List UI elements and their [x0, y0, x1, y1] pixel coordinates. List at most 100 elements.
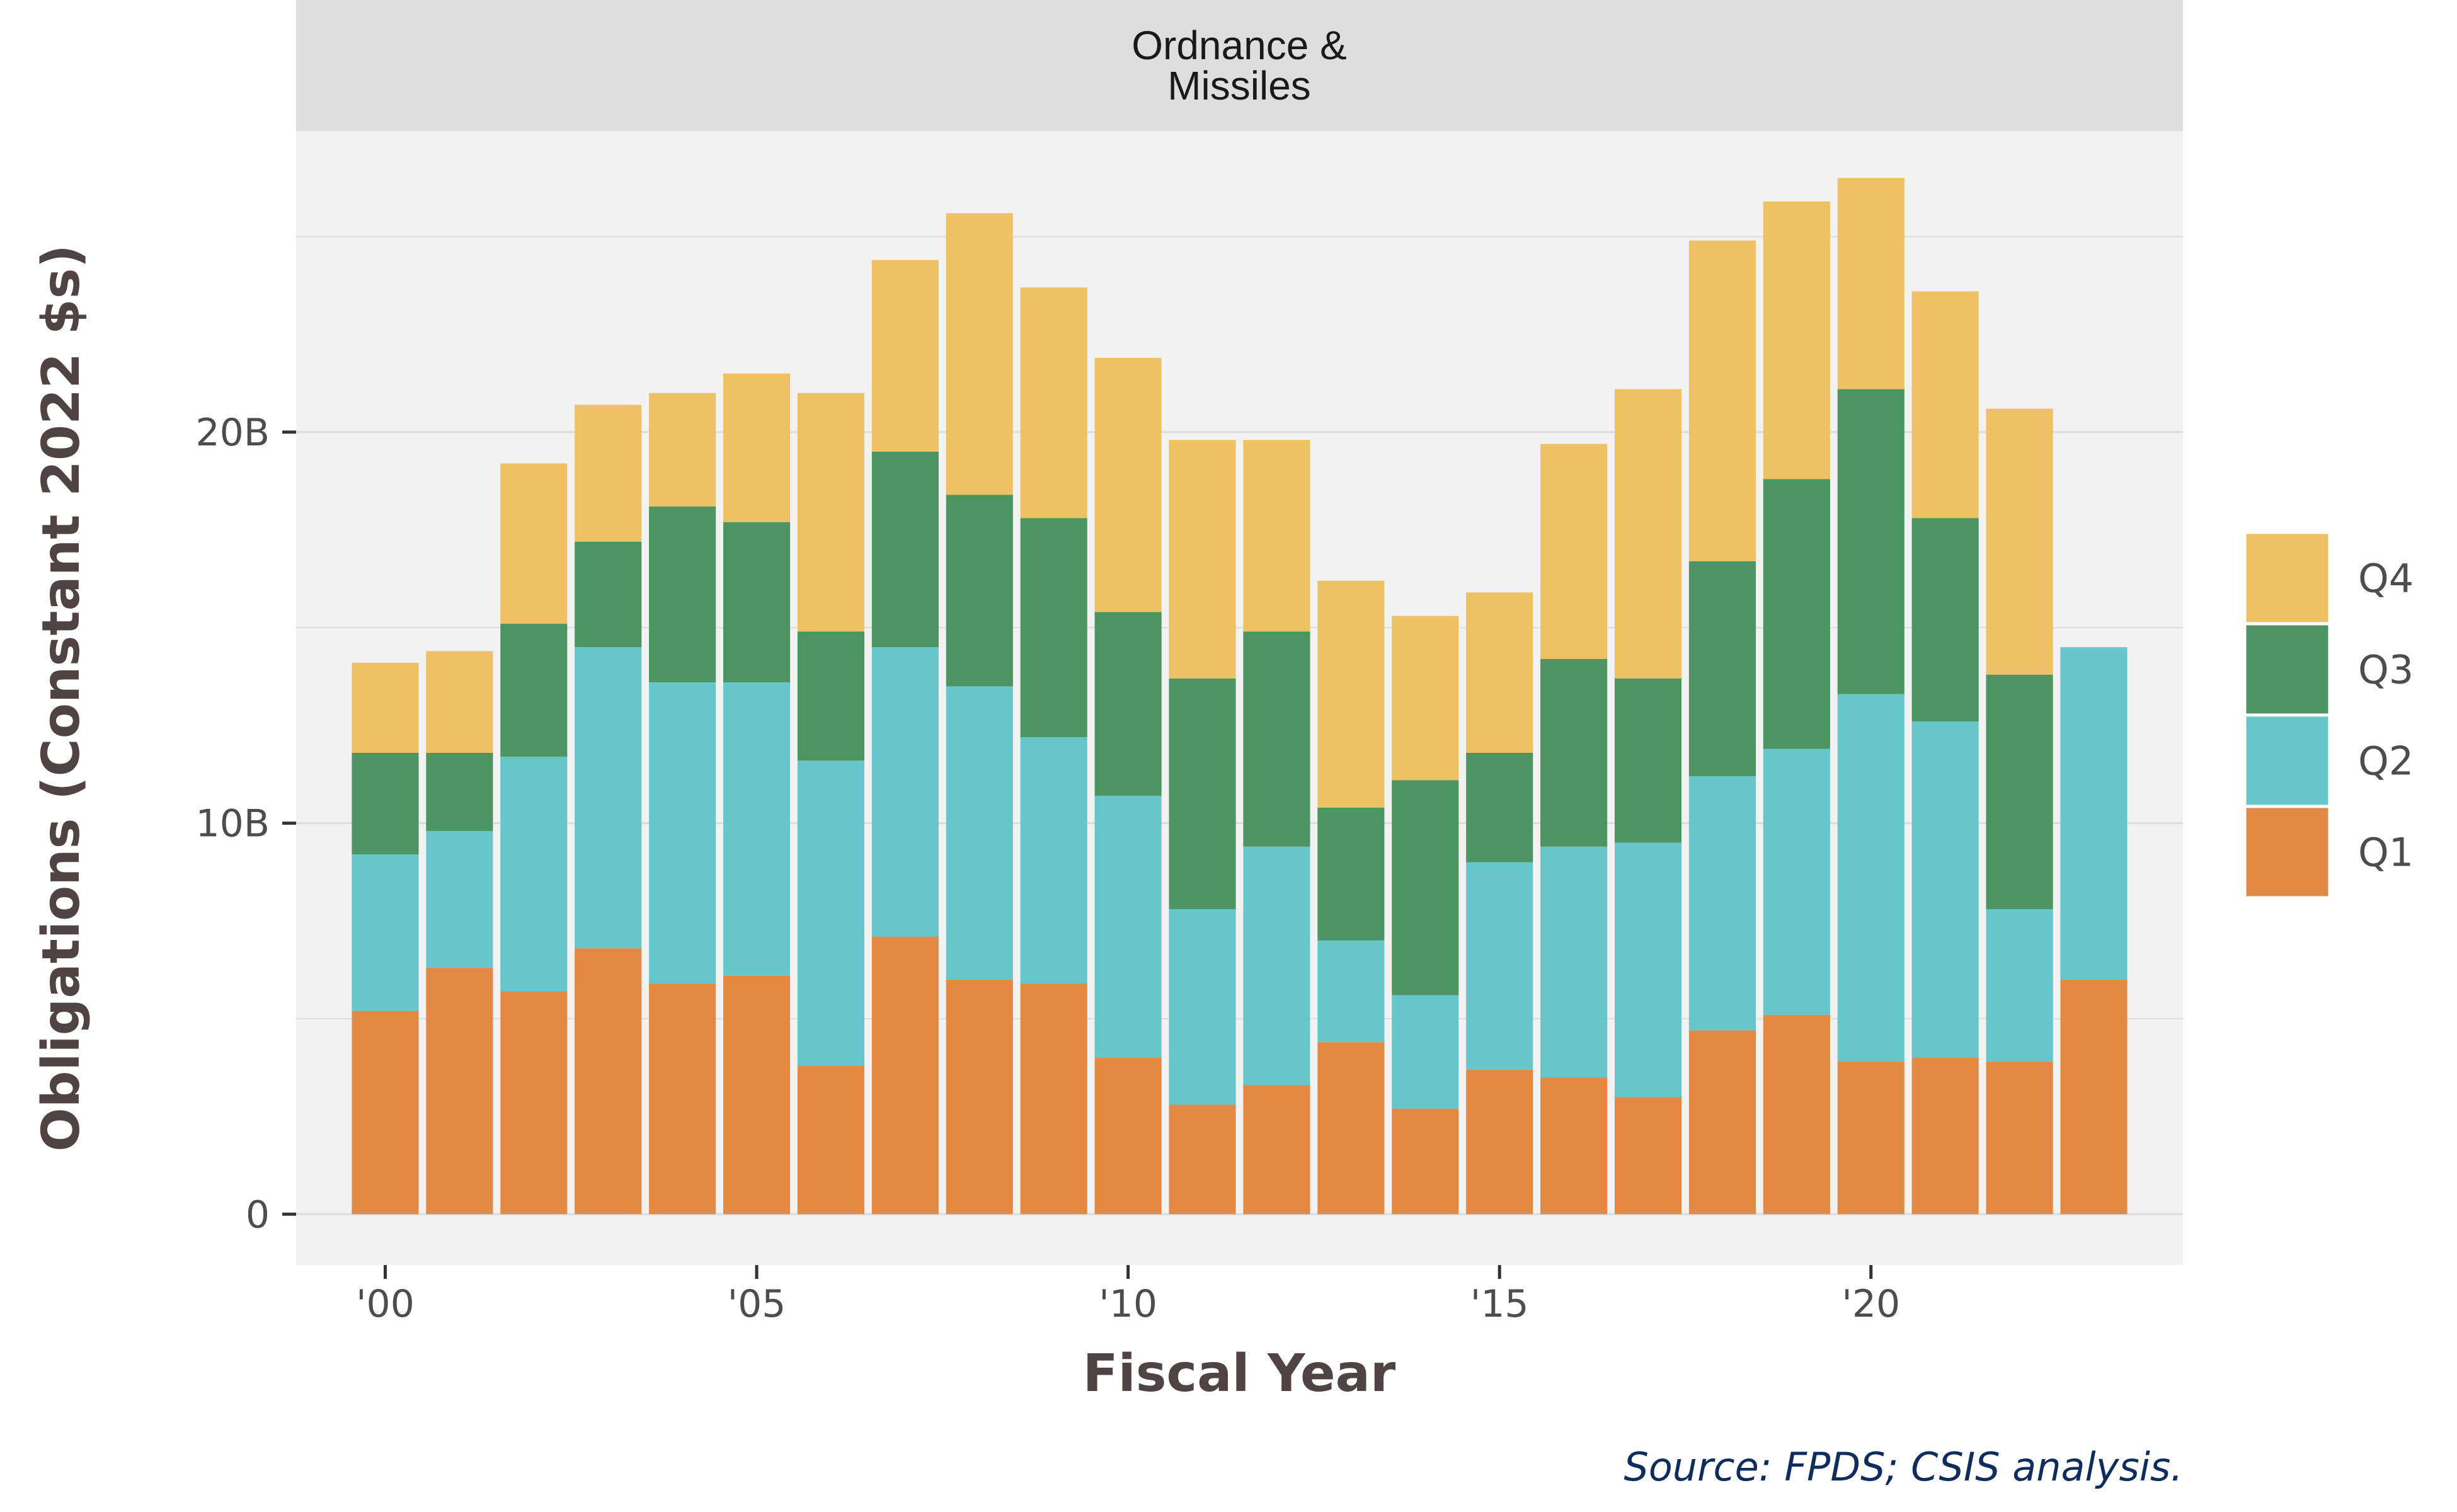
bar-q4-2021: [1911, 291, 1979, 518]
bar-q2-2021: [1911, 721, 1979, 1058]
legend-label-q3: Q3: [2358, 647, 2414, 693]
y-tick-label: 20B: [195, 411, 270, 455]
bar-q1-2018: [1688, 1030, 1756, 1215]
facet-title-line-2: Missiles: [1167, 63, 1311, 108]
bar-q4-2007: [871, 260, 939, 452]
bar-q3-2021: [1911, 518, 1979, 722]
bar-q2-2004: [649, 682, 716, 984]
bar-q1-2010: [1094, 1058, 1162, 1215]
bar-q2-2023: [2060, 647, 2128, 980]
bar-q3-2017: [1614, 678, 1682, 843]
bar-q3-2010: [1094, 612, 1162, 796]
bar-q2-2005: [723, 682, 791, 976]
bar-q4-2016: [1540, 444, 1608, 659]
bar-q3-2002: [500, 624, 568, 757]
legend-key-q4: [2243, 530, 2332, 626]
x-tick-label: '05: [728, 1282, 786, 1326]
bar-q3-2016: [1540, 658, 1608, 847]
bar-q3-2004: [649, 506, 716, 683]
x-tick-label: '00: [356, 1282, 415, 1326]
facet-title-line-1: Ordnance &: [1131, 23, 1347, 68]
bar-q2-2013: [1317, 940, 1385, 1043]
bar-q3-2005: [723, 522, 791, 683]
bar-q4-2004: [649, 392, 716, 507]
legend: Q4 Q3 Q2 Q1: [2243, 530, 2414, 900]
legend-key-q3: [2243, 622, 2332, 717]
bar-q3-2012: [1243, 631, 1310, 847]
legend-label-q1: Q1: [2358, 830, 2414, 876]
bar-q3-2008: [946, 495, 1013, 687]
legend-label-q2: Q2: [2358, 738, 2414, 784]
bar-q2-2015: [1466, 862, 1533, 1070]
bar-q4-2006: [797, 392, 865, 632]
bar-q1-2019: [1763, 1014, 1830, 1215]
x-axis: '00 '05 '10 '15 '20: [356, 1265, 1900, 1326]
bar-q3-2007: [871, 451, 939, 648]
bar-q2-2002: [500, 757, 568, 992]
bar-q3-2014: [1392, 780, 1459, 995]
bar-q2-2018: [1688, 776, 1756, 1031]
bar-q3-2020: [1837, 389, 1904, 694]
bar-q3-2015: [1466, 752, 1533, 862]
bar-q1-2023: [2060, 979, 2128, 1215]
bar-q4-2000: [352, 663, 419, 753]
bar-q1-2008: [946, 979, 1013, 1215]
bar-q1-2000: [352, 1011, 419, 1215]
bar-q1-2012: [1243, 1085, 1310, 1215]
bar-q3-2022: [1986, 674, 2053, 910]
y-tick-label: 0: [246, 1193, 270, 1237]
bar-q1-2009: [1020, 983, 1087, 1215]
bar-q1-2021: [1911, 1058, 1979, 1215]
bars: [352, 178, 2128, 1215]
bar-q2-2011: [1169, 909, 1236, 1105]
bar-q1-2017: [1614, 1097, 1682, 1215]
bar-q4-2002: [500, 463, 568, 624]
bar-q1-2006: [797, 1065, 865, 1215]
bar-q1-2003: [575, 948, 642, 1215]
bar-q4-2014: [1392, 616, 1459, 781]
bar-q2-2022: [1986, 909, 2053, 1062]
bar-q2-2008: [946, 686, 1013, 980]
caption: Source: FPDS; CSIS analysis.: [1624, 1444, 2183, 1490]
y-axis: 0 10B 20B: [195, 411, 296, 1237]
x-tick-label: '15: [1470, 1282, 1529, 1326]
bar-q2-2020: [1837, 694, 1904, 1062]
bar-q4-2019: [1763, 201, 1830, 479]
bar-q2-2016: [1540, 846, 1608, 1078]
legend-label-q4: Q4: [2358, 556, 2414, 602]
bar-q1-2001: [426, 968, 493, 1215]
bar-q4-2001: [426, 651, 493, 753]
bar-q1-2007: [871, 936, 939, 1215]
bar-q4-2003: [575, 404, 642, 542]
bar-q3-2009: [1020, 518, 1087, 738]
bar-q4-2013: [1317, 580, 1385, 808]
bar-q1-2013: [1317, 1042, 1385, 1215]
bar-q4-2012: [1243, 440, 1310, 632]
bar-q3-2000: [352, 752, 419, 855]
bar-q2-2012: [1243, 846, 1310, 1085]
bar-q2-2003: [575, 647, 642, 949]
x-tick-label: '10: [1099, 1282, 1157, 1326]
facet-strip: [296, 0, 2183, 131]
bar-q4-2009: [1020, 287, 1087, 518]
bar-q3-2006: [797, 631, 865, 761]
bar-q1-2005: [723, 975, 791, 1215]
bar-q1-2015: [1466, 1069, 1533, 1215]
bar-q2-2009: [1020, 737, 1087, 984]
bar-q4-2018: [1688, 240, 1756, 561]
bar-q4-2020: [1837, 178, 1904, 389]
bar-q1-2014: [1392, 1108, 1459, 1215]
bar-q1-2022: [1986, 1062, 2053, 1215]
bar-q4-2022: [1986, 408, 2053, 675]
bar-q1-2016: [1540, 1077, 1608, 1215]
legend-key-q2: [2243, 713, 2332, 808]
bar-q1-2011: [1169, 1104, 1236, 1215]
bar-q2-2019: [1763, 748, 1830, 1015]
bar-q2-2007: [871, 647, 939, 937]
bar-q4-2008: [946, 213, 1013, 495]
bar-q3-2019: [1763, 479, 1830, 749]
bar-q3-2018: [1688, 561, 1756, 777]
legend-key-q1: [2243, 805, 2332, 900]
bar-q4-2011: [1169, 440, 1236, 679]
